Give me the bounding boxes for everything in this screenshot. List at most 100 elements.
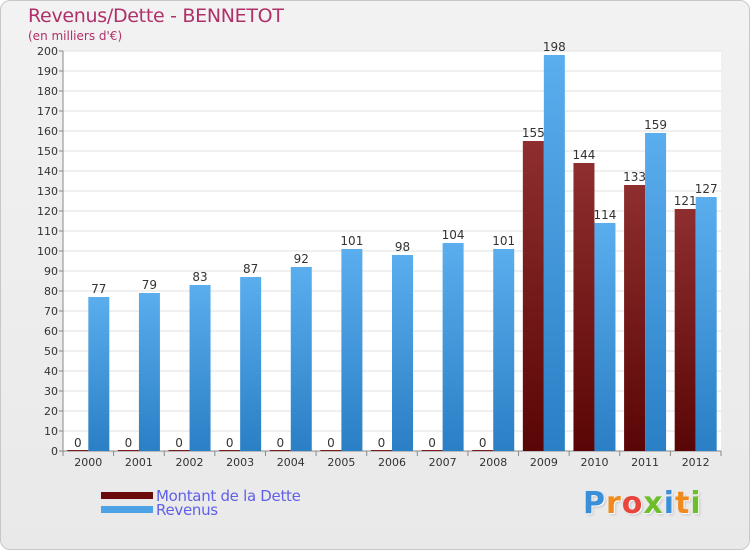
y-tick-label: 70: [44, 305, 58, 318]
legend-swatch-revenus: [101, 506, 153, 513]
x-tick-label: 2001: [125, 456, 153, 469]
data-label-revenus: 198: [543, 40, 566, 54]
data-label-revenus: 101: [340, 234, 363, 248]
logo-letter: o: [621, 486, 644, 521]
y-tick-label: 150: [37, 145, 58, 158]
bar-dette: [573, 163, 595, 451]
data-label-revenus: 87: [243, 262, 258, 276]
bar-dette: [117, 450, 139, 451]
data-label-revenus: 79: [142, 278, 157, 292]
legend-swatch-dette: [101, 492, 153, 499]
logo-letter: i: [690, 486, 702, 521]
logo-letter: x: [643, 486, 664, 521]
bar-revenus: [543, 55, 565, 451]
bar-revenus: [240, 277, 262, 451]
bar-revenus: [290, 267, 312, 451]
data-label-revenus: 83: [192, 270, 207, 284]
bar-revenus: [341, 249, 363, 451]
data-label-revenus: 127: [695, 182, 718, 196]
y-tick-label: 40: [44, 365, 58, 378]
y-tick-label: 120: [37, 205, 58, 218]
bar-dette: [472, 450, 494, 451]
data-label-dette: 0: [327, 436, 335, 450]
data-label-dette: 0: [125, 436, 133, 450]
bar-revenus: [189, 285, 211, 451]
logo-letter: i: [663, 486, 676, 521]
data-label-revenus: 104: [442, 228, 465, 242]
bar-revenus: [442, 243, 464, 451]
y-tick-label: 170: [37, 105, 58, 118]
x-tick-label: 2012: [682, 456, 710, 469]
bar-dette: [269, 450, 291, 451]
x-tick-label: 2009: [530, 456, 558, 469]
x-tick-label: 2011: [631, 456, 659, 469]
data-label-dette: 133: [623, 170, 646, 184]
data-label-revenus: 101: [492, 234, 515, 248]
y-tick-label: 130: [37, 185, 58, 198]
x-tick-label: 2006: [378, 456, 406, 469]
x-tick-label: 2004: [277, 456, 305, 469]
bar-dette: [674, 209, 696, 451]
y-tick-label: 180: [37, 85, 58, 98]
data-label-revenus: 98: [395, 240, 410, 254]
data-label-revenus: 77: [91, 282, 106, 296]
x-tick-label: 2008: [479, 456, 507, 469]
y-tick-label: 140: [37, 165, 58, 178]
data-label-dette: 0: [428, 436, 436, 450]
logo-letter: t: [675, 486, 691, 521]
x-tick-label: 2000: [74, 456, 102, 469]
y-tick-label: 20: [44, 405, 58, 418]
bar-dette: [371, 450, 392, 451]
y-tick-label: 100: [37, 245, 58, 258]
bar-revenus: [138, 293, 160, 451]
data-label-dette: 0: [479, 436, 487, 450]
proxiti-logo: Proxiti: [583, 486, 702, 521]
y-tick-label: 50: [44, 345, 58, 358]
logo-letter: r: [606, 486, 622, 521]
data-label-dette: 0: [378, 436, 386, 450]
chart-title: Revenus/Dette - BENNETOT: [28, 5, 284, 27]
legend-label-dette: Montant de la Dette: [156, 487, 301, 505]
y-tick-label: 60: [44, 325, 58, 338]
y-tick-label: 30: [44, 385, 58, 398]
data-label-revenus: 159: [644, 118, 667, 132]
y-tick-label: 160: [37, 125, 58, 138]
bar-revenus: [392, 255, 413, 451]
bar-dette: [624, 185, 646, 451]
data-label-dette: 0: [276, 436, 284, 450]
y-tick-label: 190: [37, 65, 58, 78]
data-label-dette: 155: [522, 126, 545, 140]
y-tick-label: 10: [44, 425, 58, 438]
bar-revenus: [594, 223, 616, 451]
data-label-dette: 0: [74, 436, 82, 450]
x-tick-label: 2005: [327, 456, 355, 469]
bar-revenus: [645, 133, 667, 451]
legend-label-revenus: Revenus: [156, 501, 218, 519]
y-tick-label: 110: [37, 225, 58, 238]
x-tick-label: 2010: [580, 456, 608, 469]
y-tick-label: 80: [44, 285, 58, 298]
data-label-dette: 121: [674, 194, 697, 208]
data-label-revenus: 92: [294, 252, 309, 266]
chart-subtitle: (en milliers d'€): [28, 29, 123, 43]
y-tick-label: 0: [51, 445, 58, 458]
x-tick-label: 2007: [429, 456, 457, 469]
data-label-dette: 0: [226, 436, 234, 450]
bar-dette: [320, 450, 342, 451]
bar-dette: [421, 450, 443, 451]
bar-dette: [67, 450, 89, 451]
y-tick-label: 90: [44, 265, 58, 278]
logo-letter: P: [583, 486, 606, 521]
x-tick-label: 2002: [176, 456, 204, 469]
bar-revenus: [493, 249, 515, 451]
x-tick-label: 2003: [226, 456, 254, 469]
data-label-dette: 0: [175, 436, 183, 450]
y-tick-label: 200: [37, 45, 58, 58]
bar-dette: [522, 141, 544, 451]
data-label-dette: 144: [573, 148, 596, 162]
data-label-revenus: 114: [594, 208, 617, 222]
bar-revenus: [88, 297, 110, 451]
bar-dette: [219, 450, 241, 451]
